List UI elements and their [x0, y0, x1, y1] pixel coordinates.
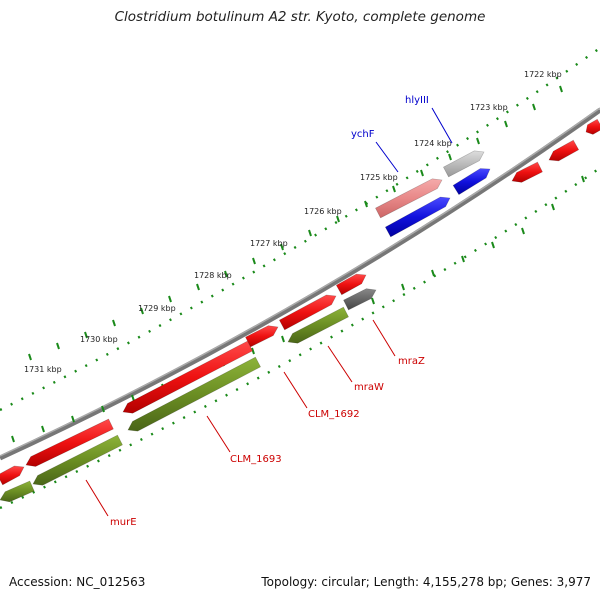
- ruler-major-tick: [551, 203, 555, 211]
- ruler-major-tick: [11, 435, 15, 443]
- gene-arrow-cds[interactable]: [585, 118, 600, 135]
- ruler-major-tick: [431, 269, 435, 277]
- ruler-label: 1722 kbp: [524, 70, 562, 79]
- ruler-major-tick: [559, 85, 563, 93]
- ruler-label: 1723 kbp: [470, 103, 508, 112]
- gene-arrow-cds[interactable]: [278, 294, 337, 331]
- ruler-major-tick: [281, 335, 285, 343]
- gene-arrow-cds[interactable]: [122, 340, 253, 414]
- ruler-major-tick: [532, 103, 536, 111]
- gene-leader-line: [327, 345, 353, 383]
- map-title: Clostridium botulinum A2 str. Kyoto, com…: [114, 9, 486, 25]
- gene-leader-line: [283, 371, 308, 409]
- gene-arrow-cds[interactable]: [335, 273, 367, 296]
- ruler-major-tick: [252, 257, 256, 265]
- ruler-major-tick: [41, 425, 45, 433]
- ruler-major-tick: [140, 307, 144, 315]
- topology-summary: Topology: circular; Length: 4,155,278 bp…: [261, 575, 591, 589]
- gene-leader-line: [431, 107, 453, 144]
- ruler-major-tick: [371, 297, 375, 305]
- gene-leader-line: [206, 415, 231, 453]
- genome-backbone-highlight: [0, 107, 600, 457]
- ruler-label: 1729 kbp: [138, 304, 176, 313]
- gene-label-hlyiii[interactable]: hlyIII: [405, 95, 429, 106]
- ruler-label: 1728 kbp: [194, 271, 232, 280]
- ruler-major-tick: [364, 200, 368, 208]
- gene-label-clm_1693[interactable]: CLM_1693: [230, 454, 282, 465]
- ruler-major-tick: [521, 227, 525, 235]
- gene-arrow-hlyIII[interactable]: [452, 168, 491, 196]
- ruler-major-tick: [71, 415, 75, 423]
- ruler-major-tick: [131, 394, 135, 402]
- ruler-major-tick: [308, 229, 312, 237]
- ruler-major-tick: [448, 153, 452, 161]
- gene-arrow-mraZ[interactable]: [343, 288, 377, 311]
- gene-arrow-murE[interactable]: [0, 480, 35, 503]
- ruler-major-tick: [251, 347, 255, 355]
- gene-label-mraw[interactable]: mraW: [354, 382, 384, 393]
- ruler-label: 1727 kbp: [250, 239, 288, 248]
- ruler-major-tick: [420, 169, 424, 177]
- gene-arrow-cds[interactable]: [548, 139, 580, 162]
- ruler-major-tick: [401, 283, 405, 291]
- gene-arrow-mraW[interactable]: [287, 306, 349, 344]
- gene-arrow-cds[interactable]: [25, 418, 114, 467]
- gene-leader-line: [375, 141, 399, 173]
- ruler-major-tick: [168, 295, 172, 303]
- gene-arrow-cds[interactable]: [245, 325, 279, 348]
- ruler-major-tick: [336, 215, 340, 223]
- ruler-major-tick: [224, 270, 228, 278]
- genome-backbone: [0, 107, 600, 461]
- gene-arrow-CLM_1692[interactable]: [127, 356, 261, 432]
- ruler-label: 1724 kbp: [414, 139, 452, 148]
- ruler-label: 1725 kbp: [360, 173, 398, 182]
- accession-label: Accession: NC_012563: [9, 575, 146, 589]
- gene-label-clm_1692[interactable]: CLM_1692: [308, 409, 360, 420]
- gene-arrow-hlyIII-rna[interactable]: [443, 150, 485, 178]
- ruler-major-tick: [56, 342, 60, 350]
- gene-label-mure[interactable]: murE: [110, 517, 137, 528]
- ruler-label: 1726 kbp: [304, 207, 342, 216]
- ruler-major-tick: [504, 120, 508, 128]
- gene-arrow-CLM_1693[interactable]: [32, 434, 123, 486]
- ruler-major-tick: [196, 283, 200, 291]
- ruler-major-tick: [28, 353, 32, 361]
- ruler-major-tick: [84, 331, 88, 339]
- gene-arrow-cds[interactable]: [0, 465, 25, 486]
- ruler-major-tick: [491, 241, 495, 249]
- ruler-major-tick: [581, 175, 585, 183]
- ruler-label: 1731 kbp: [24, 365, 62, 374]
- gene-arrow-cds[interactable]: [511, 161, 543, 183]
- ruler-label: 1730 kbp: [80, 335, 118, 344]
- gene-leader-line: [85, 479, 109, 517]
- gene-leader-line: [372, 319, 396, 357]
- gene-label-mraz[interactable]: mraZ: [398, 356, 425, 367]
- ruler-major-tick: [476, 137, 480, 145]
- ruler-major-tick: [280, 243, 284, 251]
- ruler-major-tick: [112, 319, 116, 327]
- ruler-major-tick: [101, 405, 105, 413]
- ruler-major-tick: [392, 185, 396, 193]
- gene-arrow-ychF-rna[interactable]: [375, 178, 443, 219]
- gene-label-ychf[interactable]: ychF: [351, 129, 375, 140]
- gene-arrow-ychF[interactable]: [384, 196, 451, 238]
- ruler-major-tick: [461, 255, 465, 263]
